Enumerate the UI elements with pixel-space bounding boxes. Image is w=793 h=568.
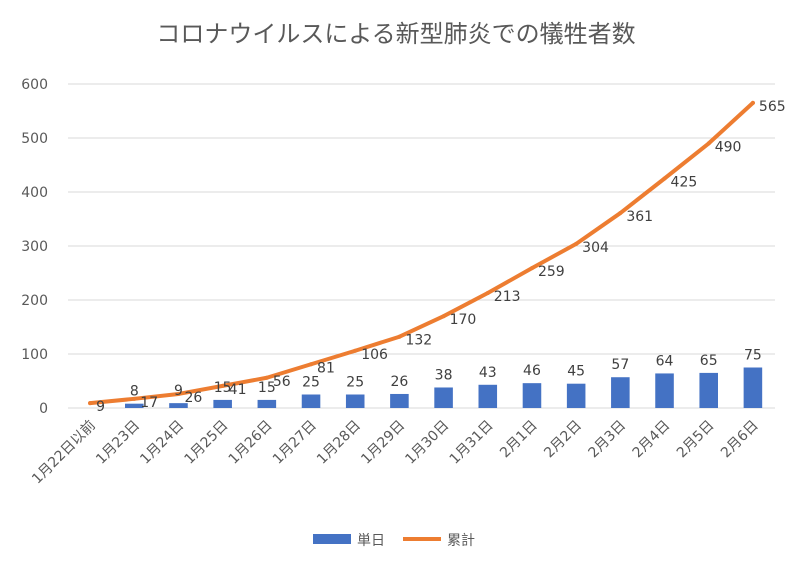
line-point	[441, 314, 446, 319]
bar-data-label: 43	[479, 365, 497, 381]
line-data-label: 26	[184, 390, 202, 406]
bar-data-label: 8	[130, 384, 139, 400]
x-tick-label: 1月29日	[358, 418, 408, 468]
line-data-label: 17	[140, 395, 158, 411]
bar	[699, 372, 718, 408]
bar	[257, 399, 277, 408]
y-tick-label: 600	[21, 77, 48, 93]
x-tick-label: 1月22日以前	[28, 417, 99, 488]
bar	[655, 373, 674, 408]
bar	[566, 383, 586, 408]
line-point	[309, 362, 314, 367]
bar-data-label: 15	[214, 380, 232, 396]
data-labels: 8 9 15 15 25 25 26 38 43 46 45 57 64 65 75 9 17 26 41 56 81 1…	[96, 99, 786, 415]
chart-title: コロナウイルスによる新型肺炎での犠牲者数	[156, 20, 635, 48]
line-data-label: 304	[582, 240, 609, 256]
bar	[611, 377, 630, 408]
bar	[743, 367, 763, 408]
line-data-label: 132	[405, 333, 432, 349]
line-data-label: 425	[671, 175, 698, 191]
line-cumulative	[88, 100, 755, 406]
line-point	[132, 396, 137, 401]
x-tick-label: 2月5日	[674, 418, 718, 462]
line-data-label: 41	[229, 382, 247, 398]
bar-data-label: 45	[567, 364, 585, 380]
line-data-label: 56	[273, 374, 291, 390]
bar	[434, 387, 453, 408]
x-tick-label: 1月28日	[314, 418, 364, 468]
line-point	[353, 348, 358, 353]
y-tick-label: 100	[21, 347, 48, 363]
bar-data-label: 15	[258, 380, 276, 396]
line-data-label: 213	[494, 289, 521, 305]
line-data-label: 170	[450, 312, 477, 328]
bar-data-label: 57	[611, 357, 629, 373]
bar	[169, 403, 188, 408]
bar	[522, 383, 542, 408]
x-tick-label: 1月26日	[226, 418, 276, 468]
x-tick-label: 1月25日	[181, 418, 231, 468]
bar-data-label: 26	[390, 374, 408, 390]
legend-swatch-daily	[313, 534, 351, 544]
line-point	[662, 176, 667, 181]
line-point	[397, 334, 402, 339]
x-axis-ticks: 1月22日以前1月23日1月24日1月25日1月26日1月27日1月28日1月2…	[28, 417, 761, 488]
y-axis-ticks: 0 100 200 300 400 500 600	[21, 77, 48, 417]
bar-data-label: 25	[346, 375, 364, 391]
legend: 単日 累計	[313, 533, 475, 549]
legend-label-cumulative: 累計	[447, 533, 475, 549]
bar	[301, 394, 321, 408]
bar-data-label: 46	[523, 363, 541, 379]
y-tick-label: 500	[21, 131, 48, 147]
x-tick-label: 1月24日	[137, 418, 187, 468]
x-tick-label: 2月1日	[497, 418, 541, 462]
x-tick-label: 2月4日	[630, 418, 674, 462]
bar	[213, 399, 232, 408]
line-data-label: 81	[317, 360, 335, 376]
line-data-label: 565	[759, 99, 786, 115]
y-tick-label: 300	[21, 239, 48, 255]
x-tick-label: 1月23日	[93, 418, 143, 468]
line-data-label: 490	[715, 139, 742, 155]
bar-data-label: 65	[700, 353, 718, 369]
bars-daily	[125, 367, 763, 408]
bar-data-label: 9	[174, 383, 183, 399]
line-point	[618, 211, 623, 216]
line-data-label: 361	[626, 209, 653, 225]
bar-data-label: 75	[744, 348, 762, 364]
bar	[390, 393, 409, 408]
bar	[478, 384, 498, 408]
x-tick-label: 2月6日	[718, 418, 762, 462]
line-data-label: 106	[361, 347, 388, 363]
x-tick-label: 1月27日	[270, 418, 320, 468]
line-point	[264, 375, 269, 380]
line-data-label: 259	[538, 264, 565, 280]
y-tick-label: 400	[21, 185, 48, 201]
line-point	[176, 391, 181, 396]
bar	[345, 394, 365, 408]
bar-data-label: 25	[302, 375, 320, 391]
x-tick-label: 2月2日	[541, 418, 585, 462]
x-tick-label: 1月30日	[402, 418, 452, 468]
line-point	[220, 383, 225, 388]
gridlines	[68, 83, 775, 409]
line-data-label: 9	[96, 399, 105, 415]
y-tick-label: 200	[21, 293, 48, 309]
line-point	[529, 266, 534, 271]
legend-label-daily: 単日	[357, 533, 385, 549]
x-tick-label: 2月3日	[585, 418, 629, 462]
bar	[125, 403, 144, 408]
bar-data-label: 38	[435, 367, 453, 383]
bar-data-label: 64	[656, 353, 674, 369]
y-tick-label: 0	[39, 401, 48, 417]
line-point	[485, 290, 490, 295]
line-point	[574, 241, 579, 246]
line-point	[88, 401, 93, 406]
x-tick-label: 1月31日	[447, 418, 497, 468]
line-point	[750, 100, 755, 105]
line-point	[706, 141, 711, 146]
cumulative-line	[88, 100, 755, 406]
